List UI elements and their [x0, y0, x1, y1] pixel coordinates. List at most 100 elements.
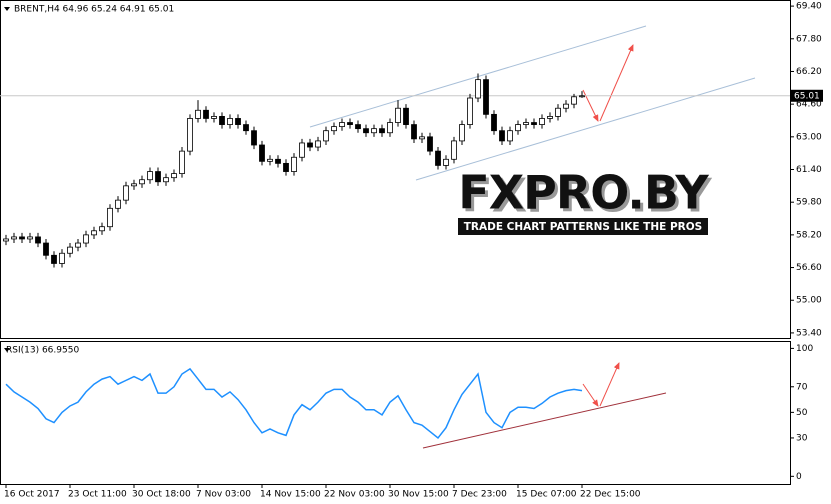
candle-body [139, 179, 145, 185]
arrow-down [582, 89, 599, 122]
candle-body [155, 171, 161, 183]
candle-body [59, 252, 65, 264]
y-tick-label: 53.40 [796, 328, 822, 338]
x-tick-label: 15 Dec 07:00 [516, 490, 577, 500]
x-tick-label: 16 Oct 2017 [4, 490, 60, 500]
rsi-line [5, 367, 583, 440]
candle-body [531, 122, 537, 125]
candle-body [195, 109, 201, 119]
y-tick-label: 61.40 [796, 165, 822, 175]
y-tick-label: 59.80 [796, 198, 822, 208]
candle-body [515, 124, 521, 132]
candle-body [555, 107, 561, 117]
candle-body [499, 130, 505, 142]
y-tick-label: 0 [796, 472, 802, 482]
candle-body [243, 124, 249, 132]
candle-body [299, 142, 305, 158]
y-tick-label: 100 [796, 344, 813, 354]
candle-body [187, 118, 193, 152]
candle-body [275, 158, 281, 164]
chart-title: BRENT,H4 64.96 65.24 64.91 65.01 [14, 5, 174, 15]
candle-body [267, 158, 273, 162]
rsi-arrow-down [582, 383, 599, 407]
candle-body [491, 113, 497, 132]
y-tick-label: 67.80 [796, 34, 822, 44]
x-tick-label: 14 Nov 15:00 [260, 490, 321, 500]
y-tick-label: 69.40 [796, 2, 822, 12]
y-tick-label: 63.00 [796, 132, 822, 142]
annotations [309, 25, 756, 449]
candle-body [19, 236, 25, 240]
tagline-box [458, 218, 708, 235]
candle-body [211, 116, 217, 119]
candle-body [107, 207, 113, 228]
x-tick-label: 22 Dec 15:00 [580, 490, 641, 500]
current-price-label: 65.01 [794, 91, 820, 101]
candle-body [563, 103, 569, 109]
y-tick-label: 55.00 [796, 296, 822, 306]
x-tick-label: 7 Dec 23:00 [452, 490, 507, 500]
x-tick-label: 30 Nov 15:00 [388, 490, 449, 500]
candle-body [235, 118, 241, 125]
candle-body [131, 183, 137, 187]
candle-body [411, 124, 417, 140]
candle-body [403, 107, 409, 125]
candle-body [163, 177, 169, 183]
candle-body [387, 122, 393, 134]
y-tick-label: 66.20 [796, 67, 822, 77]
candle-body [179, 150, 185, 174]
candle-body [283, 162, 289, 172]
rsi-arrow-up [599, 362, 620, 407]
current-price-box [791, 89, 823, 102]
y-tick-label: 64.60 [796, 100, 822, 110]
candle-body [99, 226, 105, 232]
watermark-shadow: FXPRO.BY [461, 169, 712, 223]
candle-body [259, 144, 265, 162]
y-tick-label: 70 [796, 382, 808, 392]
candle-body [115, 199, 121, 209]
candle-body [43, 242, 49, 256]
candle-body [315, 140, 321, 148]
candle-body [251, 130, 257, 146]
rsi-panel [0, 341, 791, 485]
y-tick-label: 50 [796, 408, 808, 418]
candle-body [339, 122, 345, 128]
y-tick-label: 30 [796, 433, 808, 443]
candle-body [27, 236, 33, 240]
candle-body [571, 96, 577, 105]
candle-body [123, 185, 129, 201]
watermark: FXPRO.BY FXPRO.BY TRADE CHART PATTERNS L… [458, 166, 713, 235]
channel-lower [415, 77, 756, 181]
candle-body [307, 142, 313, 148]
candle-body [475, 79, 481, 99]
candle-body [51, 254, 57, 264]
candle-body [459, 124, 465, 142]
candle-body [219, 116, 225, 125]
rsi-trendline [422, 392, 667, 449]
candle-body [75, 242, 81, 248]
candle-body [419, 136, 425, 140]
candle-body [371, 128, 377, 134]
candle-body [35, 236, 41, 244]
candle-body [331, 126, 337, 132]
candle-body [147, 171, 153, 181]
candle-body [435, 150, 441, 166]
candle-body [171, 173, 177, 179]
candle-body [291, 156, 297, 172]
x-tick-label: 30 Oct 18:00 [132, 490, 191, 500]
candle-body [451, 140, 457, 160]
candle-body [467, 97, 473, 125]
candle-body [3, 238, 9, 242]
y-tick-label: 58.20 [796, 230, 822, 240]
candle-body [11, 236, 17, 240]
candle-body [67, 246, 73, 254]
candle-body [427, 136, 433, 152]
candle-body [547, 116, 553, 119]
candle-body [203, 109, 209, 119]
rsi-title: RSI(13) 66.9550 [6, 346, 79, 356]
candle-body [523, 122, 529, 125]
watermark-logo: FXPRO.BY [458, 166, 709, 220]
header-icon [4, 7, 10, 11]
